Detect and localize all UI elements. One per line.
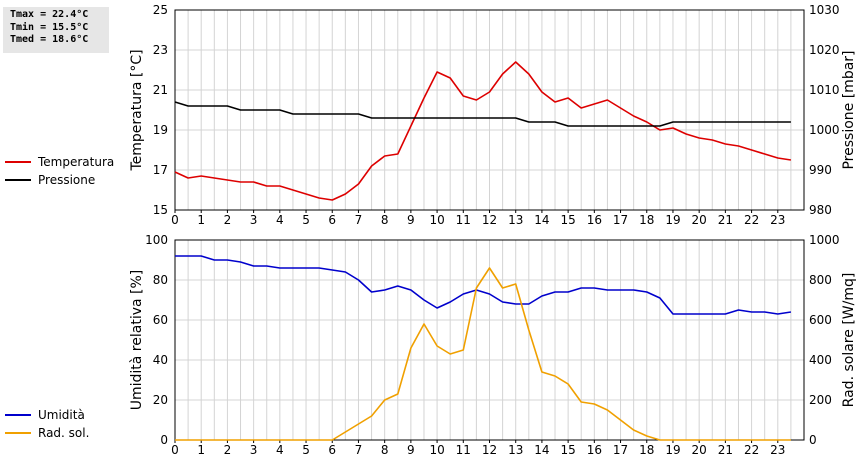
chart2-x-tick-label: 4 [276, 443, 284, 457]
chart2-y-right-tick-label: 400 [809, 353, 832, 367]
chart1-x-tick-label: 4 [276, 213, 284, 227]
chart2-x-tick-label: 11 [456, 443, 471, 457]
chart1-series-line-1 [174, 61, 792, 201]
chart2-y-right-tick-label: 1000 [809, 233, 840, 247]
chart1-x-tick-label: 7 [355, 213, 363, 227]
chart1-x-tick-label: 23 [770, 213, 785, 227]
chart2-x-tick-label: 16 [587, 443, 602, 457]
chart2-x-tick-label: 1 [197, 443, 205, 457]
chart2-y-right-axis-title: Rad. solare [W/mq] [841, 273, 857, 408]
chart2-x-tick-label: 9 [407, 443, 415, 457]
chart1-x-tick-label: 0 [171, 213, 179, 227]
chart1-x-tick-label: 11 [456, 213, 471, 227]
chart2-y-right-tick-label: 200 [809, 393, 832, 407]
chart1-x-tick-label: 5 [302, 213, 310, 227]
chart1-y-right-tick-label: 1030 [809, 3, 840, 17]
chart1-x-tick-label: 15 [560, 213, 575, 227]
chart2-y-left-tick-label: 80 [153, 273, 168, 287]
chart1-legend-label-2: Pressione [38, 173, 95, 187]
chart1-y-left-tick-label: 21 [153, 83, 168, 97]
chart1-y-left-tick-label: 15 [153, 203, 168, 217]
chart2-x-tick-label: 8 [381, 443, 389, 457]
chart2-x-tick-label: 2 [224, 443, 232, 457]
chart2-series-line-2 [175, 267, 791, 441]
tmax-label: Tmax = 22.4°C [10, 9, 89, 20]
chart1-y-left-tick-label: 23 [153, 43, 168, 57]
chart2-x-tick-label: 12 [482, 443, 497, 457]
chart1-x-tick-label: 19 [665, 213, 680, 227]
tmin-label: Tmin = 15.5°C [10, 21, 89, 33]
chart2-x-tick-label: 18 [639, 443, 654, 457]
chart2-x-tick-label: 6 [328, 443, 336, 457]
chart1-x-tick-label: 22 [744, 213, 759, 227]
chart2-y-left-tick-label: 20 [153, 393, 168, 407]
chart1-x-tick-label: 3 [250, 213, 258, 227]
chart2-x-tick-label: 22 [744, 443, 759, 457]
chart1-x-tick-label: 14 [534, 213, 549, 227]
chart2-y-left-tick-label: 0 [160, 433, 168, 447]
chart1-x-tick-label: 1 [197, 213, 205, 227]
chart2-y-right-tick-label: 600 [809, 313, 832, 327]
chart2-y-right-tick-label: 0 [809, 433, 817, 447]
chart2-x-tick-label: 15 [560, 443, 575, 457]
chart2-y-right-tick-label: 800 [809, 273, 832, 287]
chart2-x-tick-label: 21 [718, 443, 733, 457]
chart1-y-right-tick-label: 1010 [809, 83, 840, 97]
chart2-y-left-axis-title: Umidità relativa [%] [129, 270, 145, 411]
chart2-y-left-tick-label: 40 [153, 353, 168, 367]
chart2-legend-label-1: Umidità [38, 408, 85, 422]
chart1-legend-label-1: Temperatura [37, 155, 114, 169]
chart1-x-tick-label: 10 [429, 213, 444, 227]
chart2-x-tick-label: 5 [302, 443, 310, 457]
chart1-y-right-axis-title: Pressione [mbar] [841, 50, 857, 169]
chart1-y-right-tick-label: 990 [809, 163, 832, 177]
chart1-x-tick-label: 21 [718, 213, 733, 227]
chart2-x-tick-label: 3 [250, 443, 258, 457]
chart2-x-tick-label: 19 [665, 443, 680, 457]
chart2-x-tick-label: 23 [770, 443, 785, 457]
chart1-series-line-2 [174, 101, 791, 127]
chart1-x-tick-label: 12 [482, 213, 497, 227]
chart2-x-tick-label: 14 [534, 443, 549, 457]
chart1-x-tick-label: 16 [587, 213, 602, 227]
chart1-x-tick-label: 6 [328, 213, 336, 227]
chart2-x-tick-label: 20 [692, 443, 707, 457]
chart2-x-tick-label: 10 [429, 443, 444, 457]
chart1-y-right-tick-label: 980 [809, 203, 832, 217]
chart1-y-left-tick-label: 19 [153, 123, 168, 137]
chart1-x-tick-label: 2 [224, 213, 232, 227]
chart2-y-left-tick-label: 100 [145, 233, 168, 247]
chart2-x-tick-label: 7 [355, 443, 363, 457]
chart2-legend-label-2: Rad. sol. [38, 426, 89, 440]
chart1-x-tick-label: 20 [692, 213, 707, 227]
chart1-y-left-axis-title: Temperatura [°C] [129, 49, 145, 171]
stats-box: Tmax = 22.4°C Tmin = 15.5°C Tmed = 18.6°… [3, 7, 109, 53]
chart1-x-tick-label: 9 [407, 213, 415, 227]
chart1-x-tick-label: 8 [381, 213, 389, 227]
chart1-y-right-tick-label: 1000 [809, 123, 840, 137]
chart2-y-left-tick-label: 60 [153, 313, 168, 327]
chart2-x-tick-label: 0 [171, 443, 179, 457]
chart1-y-left-tick-label: 25 [153, 3, 168, 17]
chart1-x-tick-label: 13 [508, 213, 523, 227]
chart2-x-tick-label: 17 [613, 443, 628, 457]
chart1-x-tick-label: 17 [613, 213, 628, 227]
chart1-y-right-tick-label: 1020 [809, 43, 840, 57]
tmed-label: Tmed = 18.6°C [10, 34, 89, 45]
chart1-y-left-tick-label: 17 [153, 163, 168, 177]
chart1-x-tick-label: 18 [639, 213, 654, 227]
chart2-x-tick-label: 13 [508, 443, 523, 457]
chart2-series-line-1 [175, 255, 792, 315]
